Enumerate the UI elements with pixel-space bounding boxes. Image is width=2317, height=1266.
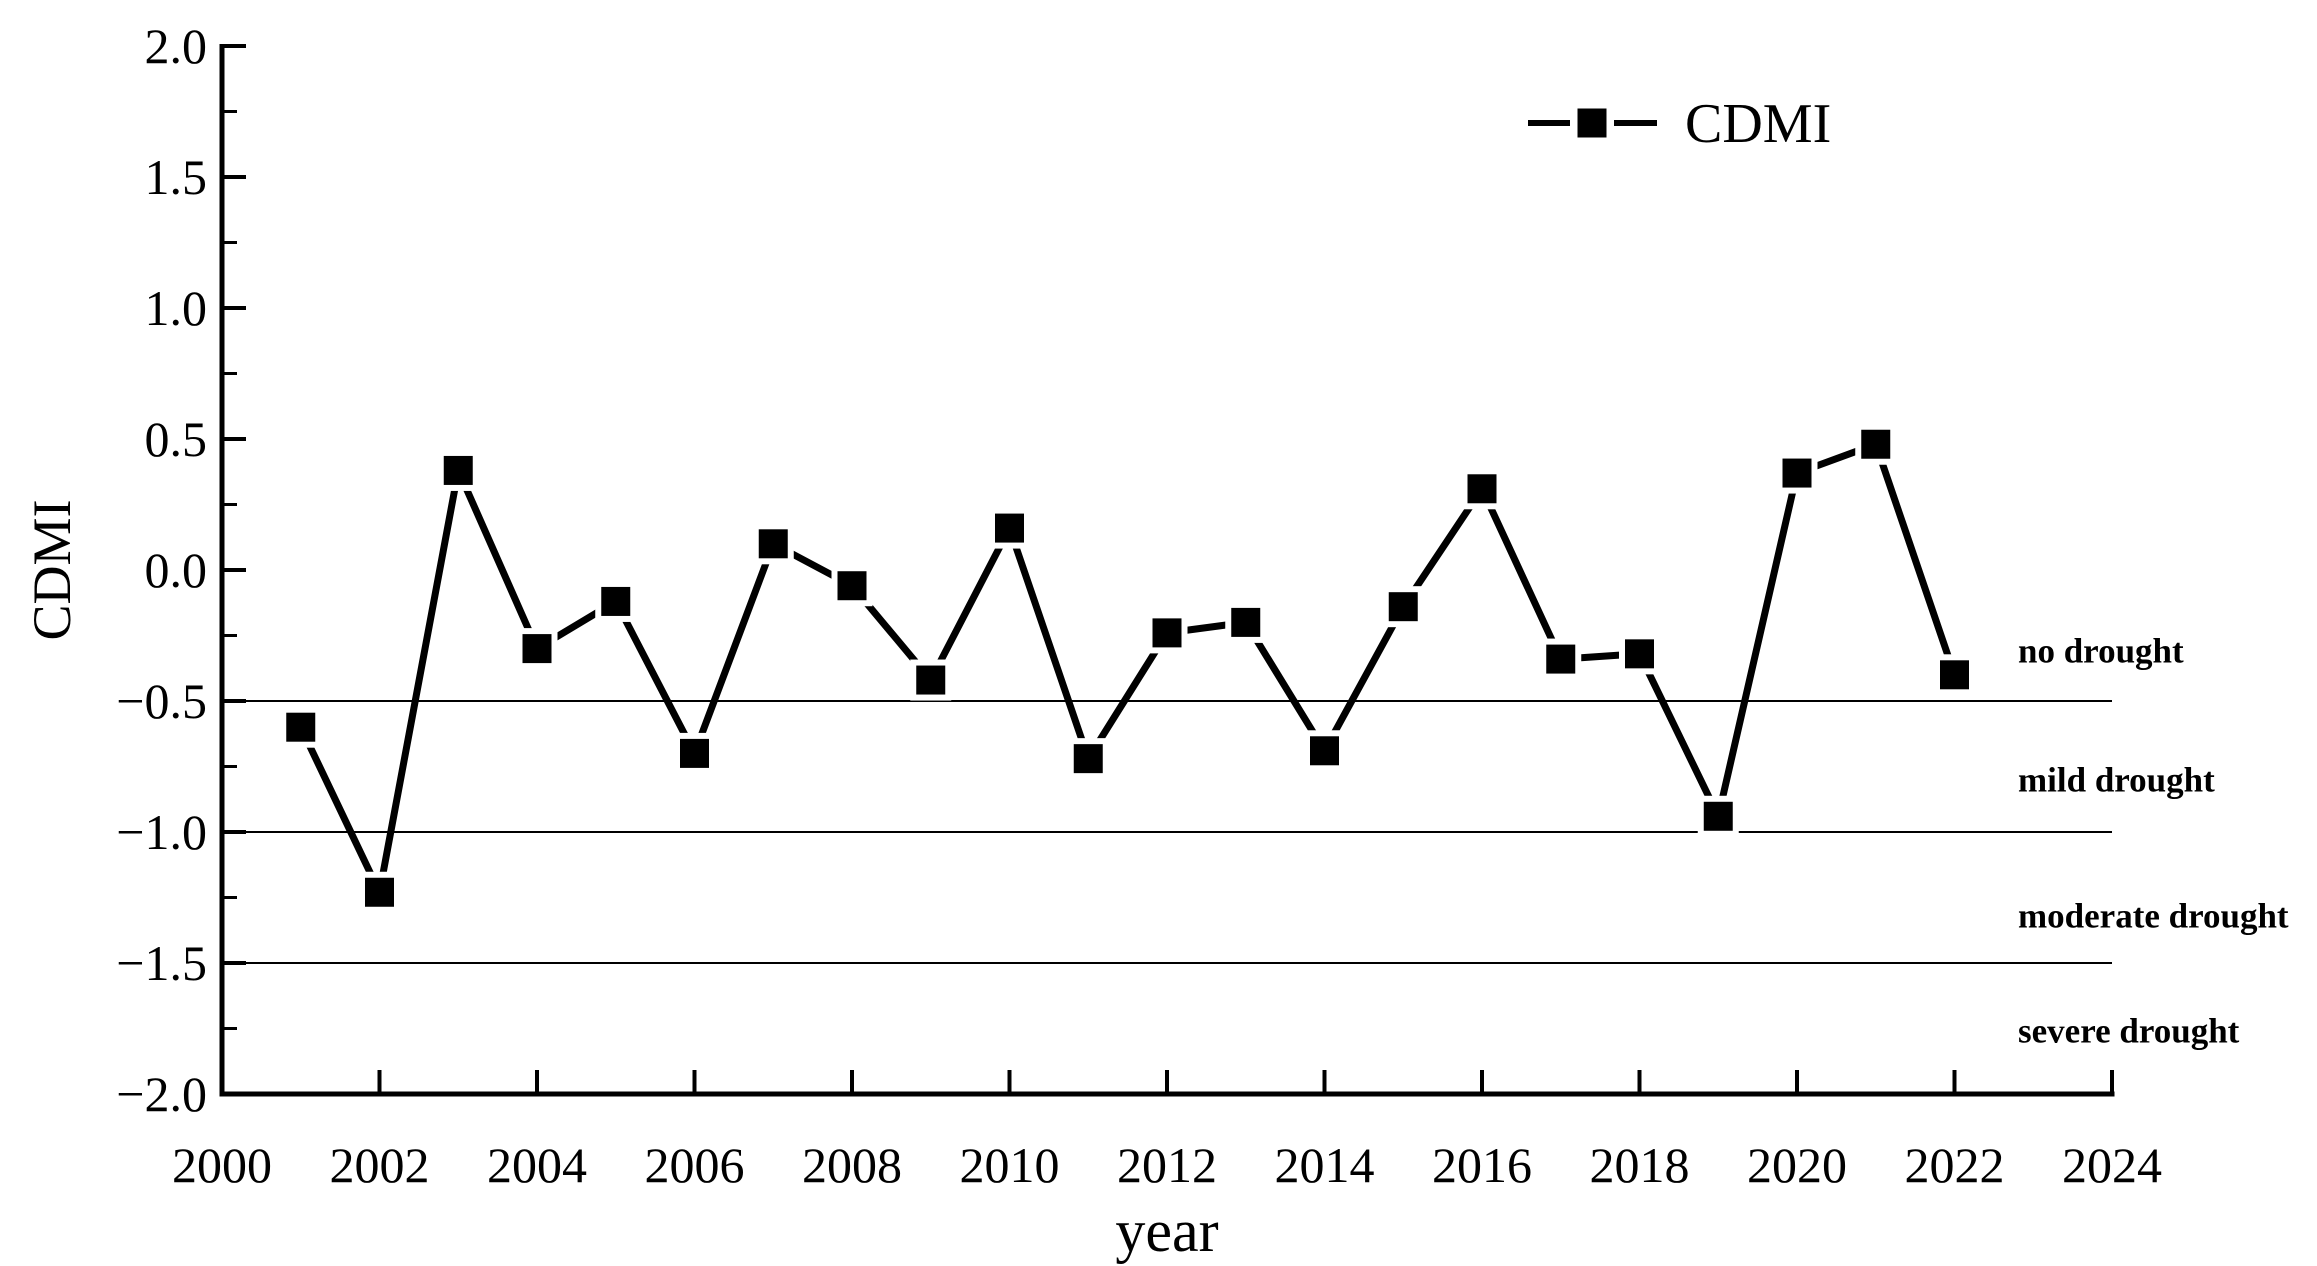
- legend-marker: [1577, 108, 1607, 138]
- series-marker: [1073, 744, 1103, 774]
- x-tick-label: 2014: [1274, 1137, 1375, 1193]
- x-tick-label: 2016: [1432, 1137, 1532, 1193]
- series-marker: [916, 665, 946, 695]
- x-tick-label: 2008: [802, 1137, 902, 1193]
- x-tick-label: 2020: [1747, 1137, 1847, 1193]
- x-tick-label: 2010: [959, 1137, 1060, 1193]
- y-axis-title: CDMI: [22, 499, 82, 641]
- x-axis-title: year: [1115, 1198, 1219, 1264]
- x-tick-label: 2018: [1589, 1137, 1690, 1193]
- y-tick-label: 1.5: [144, 149, 208, 205]
- series-marker: [837, 571, 867, 601]
- zone-label-no-drought: no drought: [2018, 631, 2184, 671]
- x-tick-label: 2022: [1904, 1137, 2005, 1193]
- series-marker: [1782, 458, 1812, 488]
- zone-label-mild-drought: mild drought: [2018, 760, 2215, 800]
- x-tick-label: 2006: [644, 1137, 745, 1193]
- y-tick-label: −2.0: [116, 1066, 207, 1122]
- zone-label-moderate-drought: moderate drought: [2018, 896, 2289, 936]
- x-tick-label: 2012: [1117, 1137, 1217, 1193]
- series-marker: [680, 738, 709, 768]
- y-tick-label: 0.5: [144, 411, 208, 467]
- series-marker: [1703, 801, 1733, 831]
- x-tick-label: 2002: [329, 1137, 430, 1193]
- series-marker: [365, 877, 394, 907]
- series-marker: [995, 513, 1024, 543]
- y-tick-label: 2.0: [144, 18, 208, 74]
- series-marker: [1861, 429, 1891, 459]
- series-marker: [1310, 736, 1339, 766]
- series-marker: [1940, 660, 1969, 690]
- x-tick-label: 2004: [487, 1137, 587, 1193]
- y-tick-label: 0.0: [144, 542, 208, 598]
- zone-label-severe-drought: severe drought: [2018, 1011, 2240, 1051]
- x-tick-label: 2000: [172, 1137, 272, 1193]
- series-marker: [1467, 474, 1497, 504]
- y-tick-label: 1.0: [144, 280, 208, 336]
- series-marker: [1546, 644, 1576, 674]
- series-marker: [522, 634, 552, 664]
- series-marker: [286, 712, 316, 742]
- y-tick-label: −1.0: [116, 804, 207, 860]
- series-marker: [1388, 592, 1418, 622]
- series-marker: [601, 586, 631, 616]
- legend-label: CDMI: [1685, 93, 1832, 155]
- cdmi-series-line: [297, 440, 1958, 896]
- series-marker: [443, 455, 473, 485]
- y-tick-label: −1.5: [116, 935, 207, 991]
- series-marker: [1625, 639, 1654, 669]
- series-marker: [1231, 607, 1261, 637]
- x-tick-label: 2024: [2062, 1137, 2162, 1193]
- series-marker: [1152, 618, 1182, 648]
- series-marker: [758, 529, 788, 559]
- y-tick-label: −0.5: [116, 673, 207, 729]
